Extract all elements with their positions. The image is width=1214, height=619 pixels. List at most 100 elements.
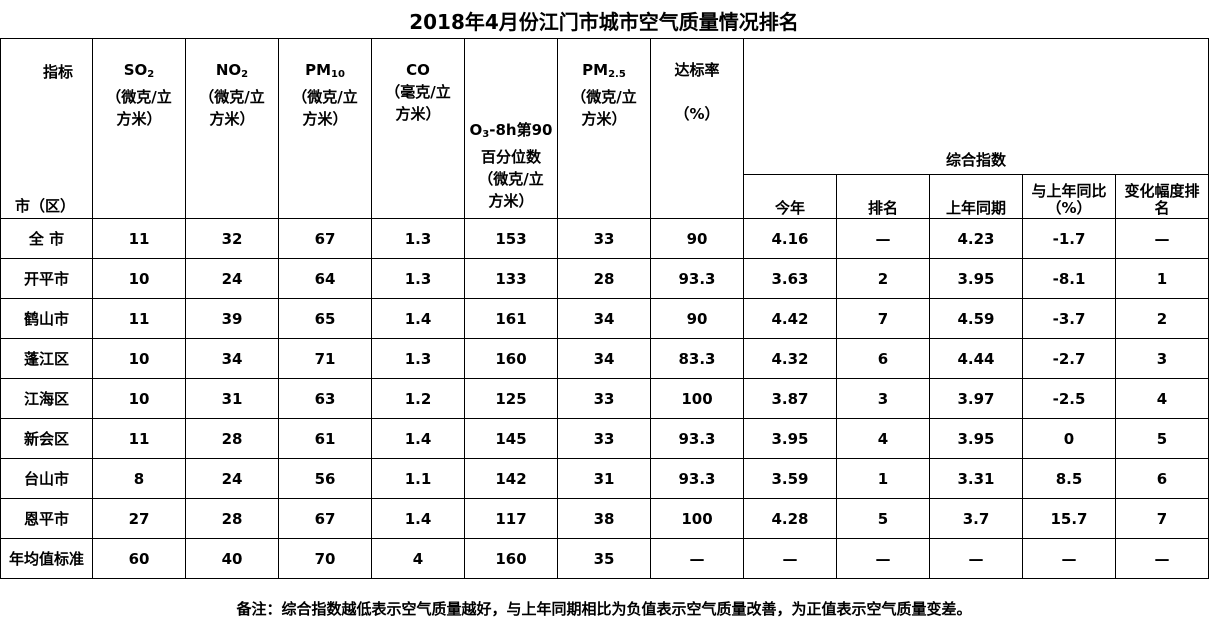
- value-cell: —: [1022, 538, 1116, 579]
- header-unit: （毫克/立: [385, 83, 451, 101]
- value-cell: 93.3: [650, 258, 744, 299]
- value-cell: 31: [557, 458, 651, 499]
- value-cell: 56: [278, 458, 372, 499]
- header-name: NO2: [187, 59, 278, 86]
- city-cell: 开平市: [0, 258, 93, 299]
- value-cell: 83.3: [650, 338, 744, 379]
- value-cell: 3.95: [929, 418, 1023, 459]
- value-cell: 1.2: [371, 378, 465, 419]
- header-name: SO2: [94, 59, 185, 86]
- header-unit: 方米）: [209, 110, 255, 128]
- data-row: 全 市 11 32 67 1.3 153 33 90 4.16—4.23 -1.7—: [0, 218, 1209, 259]
- city-cell: 鹤山市: [0, 298, 93, 339]
- value-cell: —: [650, 538, 744, 579]
- value-cell: 28: [185, 498, 279, 539]
- value-cell: 1.4: [371, 298, 465, 339]
- value-cell: 125: [464, 378, 558, 419]
- corner-cell: 指标市（区）: [0, 38, 93, 219]
- value-cell: 6: [1115, 458, 1209, 499]
- value-cell: 60: [92, 538, 186, 579]
- value-cell: 40: [185, 538, 279, 579]
- header-sub: 10: [331, 69, 345, 80]
- header-unit: （微克/立: [199, 88, 265, 106]
- value-cell: 5: [1115, 418, 1209, 459]
- value-cell: 71: [278, 338, 372, 379]
- corner-top: 指标: [43, 63, 74, 81]
- value-cell: —: [929, 538, 1023, 579]
- header-unit: （%）: [674, 105, 720, 123]
- value-cell: 3.7: [929, 498, 1023, 539]
- value-cell: 10: [92, 378, 186, 419]
- data-row: 鹤山市 11 39 65 1.4 161 34 90 4.42 7 4.59 -3.7 2: [0, 298, 1209, 339]
- data-row: 江海区 10 31 63 1.2 125 33 100 3.87 3 3.97 -2.5 4: [0, 378, 1209, 419]
- data-row: 年均值标准 60 40 70 4 160 35— — — — — —: [0, 538, 1209, 579]
- value-cell: 63: [278, 378, 372, 419]
- header-main: PM: [305, 61, 331, 79]
- value-cell: 3.59: [743, 458, 837, 499]
- spacer: [652, 81, 743, 103]
- footnote: 备注：综合指数越低表示空气质量越好，与上年同期相比为负值表示空气质量改善，为正值…: [236, 600, 972, 618]
- header-unit: 方米）: [488, 192, 534, 210]
- value-cell: 93.3: [650, 458, 744, 499]
- value-cell: 145: [464, 418, 558, 459]
- header-sub: 2.5: [608, 69, 626, 80]
- value-cell: 11: [92, 418, 186, 459]
- column-header: O3-8h第90 百分位数 （微克/立方米）: [464, 38, 558, 219]
- header-unit: 方米）: [116, 110, 162, 128]
- value-cell: 4: [371, 538, 465, 579]
- sub-header-line: 排名: [867, 199, 898, 217]
- value-cell: 4.16: [743, 218, 837, 259]
- value-cell: -3.7: [1022, 298, 1116, 339]
- header-unit: （微克/立: [478, 170, 544, 188]
- header-suffix: -8h第90: [489, 121, 553, 139]
- value-cell: -2.7: [1022, 338, 1116, 379]
- value-cell: -1.7: [1022, 218, 1116, 259]
- value-cell: 33: [557, 378, 651, 419]
- value-cell: 70: [278, 538, 372, 579]
- header-unit: 百分位数: [480, 148, 541, 166]
- value-cell: 3: [836, 378, 930, 419]
- sub-header-line: 与上年同比: [1031, 182, 1107, 200]
- value-cell: 4: [836, 418, 930, 459]
- sub-header-line: （%）: [1046, 199, 1092, 217]
- header-main: O: [469, 121, 483, 139]
- value-cell: 4: [1115, 378, 1209, 419]
- ranking-table: 指标 市（区） SO2 （微克/立 方米） NO2 （微克/立 方米） PM10 （微克/立 方米）…: [0, 38, 1209, 579]
- value-cell: 6: [836, 338, 930, 379]
- value-cell: 3.63: [743, 258, 837, 299]
- header-sub: 2: [241, 69, 249, 80]
- title: 2018年4月份江门市城市空气质量情况排名: [409, 10, 799, 34]
- column-header: PM10 （微克/立 方米）: [278, 38, 372, 219]
- value-cell: 33: [557, 218, 651, 259]
- header-main: SO: [123, 61, 148, 79]
- header-name: PM10: [280, 59, 371, 86]
- header-sub: 3: [482, 129, 490, 140]
- corner-bottom: 市（区）: [15, 197, 76, 215]
- header-main: 达标率: [674, 61, 720, 79]
- value-cell: 4.28: [743, 498, 837, 539]
- value-cell: 2: [1115, 298, 1209, 339]
- column-header: CO （毫克/立方米）: [371, 38, 465, 219]
- value-cell: —: [836, 218, 930, 259]
- value-cell: 3.95: [929, 258, 1023, 299]
- value-cell: 3.87: [743, 378, 837, 419]
- header-name: CO: [373, 59, 464, 81]
- value-cell: 32: [185, 218, 279, 259]
- value-cell: 67: [278, 218, 372, 259]
- sub-header: 与上年同比 （%）: [1022, 174, 1116, 219]
- table-body: 指标 市（区） SO2 （微克/立 方米） NO2 （微克/立 方米） PM10 （微克/立 方米）…: [0, 38, 1209, 579]
- value-cell: 1.3: [371, 258, 465, 299]
- value-cell: 100: [650, 498, 744, 539]
- value-cell: 1: [836, 458, 930, 499]
- value-cell: 24: [185, 458, 279, 499]
- city-cell: 蓬江区: [0, 338, 93, 379]
- value-cell: 1.1: [371, 458, 465, 499]
- sub-header: 排名: [836, 174, 930, 219]
- value-cell: 8: [92, 458, 186, 499]
- value-cell: 153: [464, 218, 558, 259]
- header-main: CO: [406, 61, 430, 79]
- header-unit: （微克/立: [571, 88, 637, 106]
- value-cell: 24: [185, 258, 279, 299]
- value-cell: 3.97: [929, 378, 1023, 419]
- header-unit: 方米）: [395, 105, 441, 123]
